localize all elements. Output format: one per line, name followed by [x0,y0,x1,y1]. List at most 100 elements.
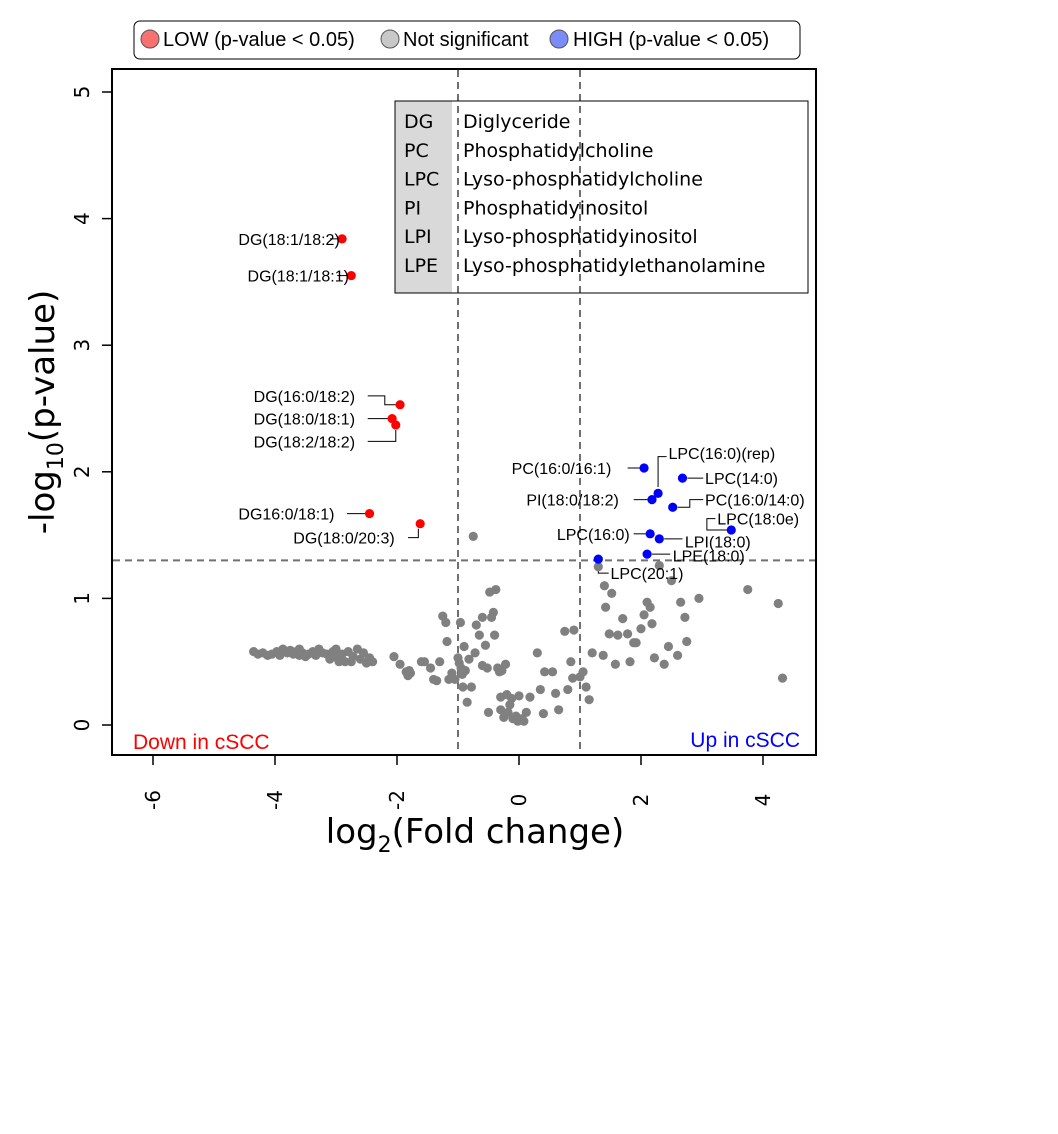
point-not-significant [490,630,500,640]
point-label: DG16:0/18:1) [238,507,334,524]
point-not-significant [477,660,487,671]
x-axis-title-prefix: log [326,812,378,852]
corner-label-up: Up in cSCC [690,729,800,752]
y-axis-title-suffix: (p-value) [23,290,63,442]
point-high [593,554,603,564]
point-high [645,529,655,539]
point-not-significant [395,659,405,669]
point-not-significant [325,654,335,664]
abbreviation-name: Lyso-phosphatidyinositol [463,226,698,248]
point-low [346,270,356,281]
legend-box [133,20,801,60]
abbreviation-table: DG Diglyceride PC Phosphatidylcholine LPC Lys… [394,100,809,294]
point-high [647,495,657,505]
point-not-significant [496,705,506,715]
y-tick-label: 0 [70,719,94,732]
point-label: LPE(18:0) [673,548,745,565]
point-not-significant [459,641,469,652]
label-leader-line [367,430,397,442]
point-label: LPC(18:0e) [717,512,799,529]
point-not-significant [636,624,646,634]
point-not-significant [598,650,608,660]
point-not-significant [514,691,524,701]
data-points [249,234,788,726]
point-not-significant [587,648,597,658]
y-tick-label: 1 [70,592,94,605]
point-high [642,549,652,559]
point-not-significant [601,602,611,612]
point-not-significant [474,630,484,640]
abbreviation-table-border [394,100,809,294]
y-tick-label: 5 [70,86,94,99]
abbreviation-name: Phosphatidyinositol [463,197,648,219]
label-leader-line [706,518,728,531]
abbreviation-code: LPI [404,226,432,248]
point-not-significant [346,657,356,667]
point-not-significant [645,602,655,612]
point-label: DG(18:2/18:2) [254,434,355,451]
label-leader-line [407,528,419,539]
point-not-significant [441,617,451,628]
abbreviation-name: Lyso-phosphatidylcholine [463,169,703,191]
legend-low-label: LOW (p-value < 0.05) [163,29,355,51]
point-not-significant [310,649,320,659]
x-tick-label: 0 [507,794,531,807]
point-not-significant [639,610,649,620]
point-low [337,234,347,244]
point-not-significant [425,663,436,673]
point-not-significant [618,614,628,624]
label-leader-line [367,395,397,406]
point-not-significant [368,657,378,667]
point-not-significant [569,625,579,635]
point-not-significant [563,684,573,695]
legend-high-label: HIGH (p-value < 0.05) [573,29,769,51]
point-not-significant [593,562,603,572]
point-label: LPC(14:0) [705,471,778,488]
point-not-significant [659,659,669,669]
point-not-significant [491,584,501,595]
point-low [391,420,401,430]
point-not-significant [294,644,304,654]
point-not-significant [442,636,452,647]
point-not-significant [488,607,498,617]
point-not-significant [450,674,460,685]
point-not-significant [560,626,570,636]
abbreviation-code: PC [404,140,429,162]
x-tick-label: 2 [629,794,653,807]
point-not-significant [496,692,506,702]
point-not-significant [647,619,657,629]
threshold-lines [113,70,815,754]
point-label: LPC(16:0)(rep) [668,446,775,463]
point-not-significant [538,709,549,719]
point-high [653,488,663,498]
point-not-significant [568,673,578,683]
point-high [639,463,649,473]
label-leaders [329,238,728,574]
point-label: PC(16:0/16:1) [512,461,612,478]
point-not-significant [622,629,633,639]
point-not-significant [581,682,591,692]
abbreviation-code: PI [404,197,421,219]
point-not-significant [507,693,517,704]
point-not-significant [649,653,660,663]
point-not-significant [389,652,399,662]
point-label: LPC(16:0) [557,527,630,544]
x-tick-label: 4 [751,794,775,807]
point-not-significant [673,650,683,660]
point-not-significant [554,705,564,715]
point-not-significant [680,612,690,622]
abbreviation-column-bg [395,101,452,293]
point-not-significant [613,630,623,640]
point-not-significant [460,665,470,676]
point-not-significant [604,629,614,639]
legend-ns-label: Not significant [403,29,529,51]
y-axis-title-sub: 10 [44,442,69,470]
point-not-significant [464,654,474,664]
point-not-significant [663,641,674,652]
point-not-significant [607,588,617,598]
axis-ticks: -6 -4 -2 0 2 4 0 1 2 3 4 5 [70,86,775,810]
point-not-significant [462,697,472,707]
label-leader-line [677,499,704,508]
point-not-significant [432,676,442,686]
